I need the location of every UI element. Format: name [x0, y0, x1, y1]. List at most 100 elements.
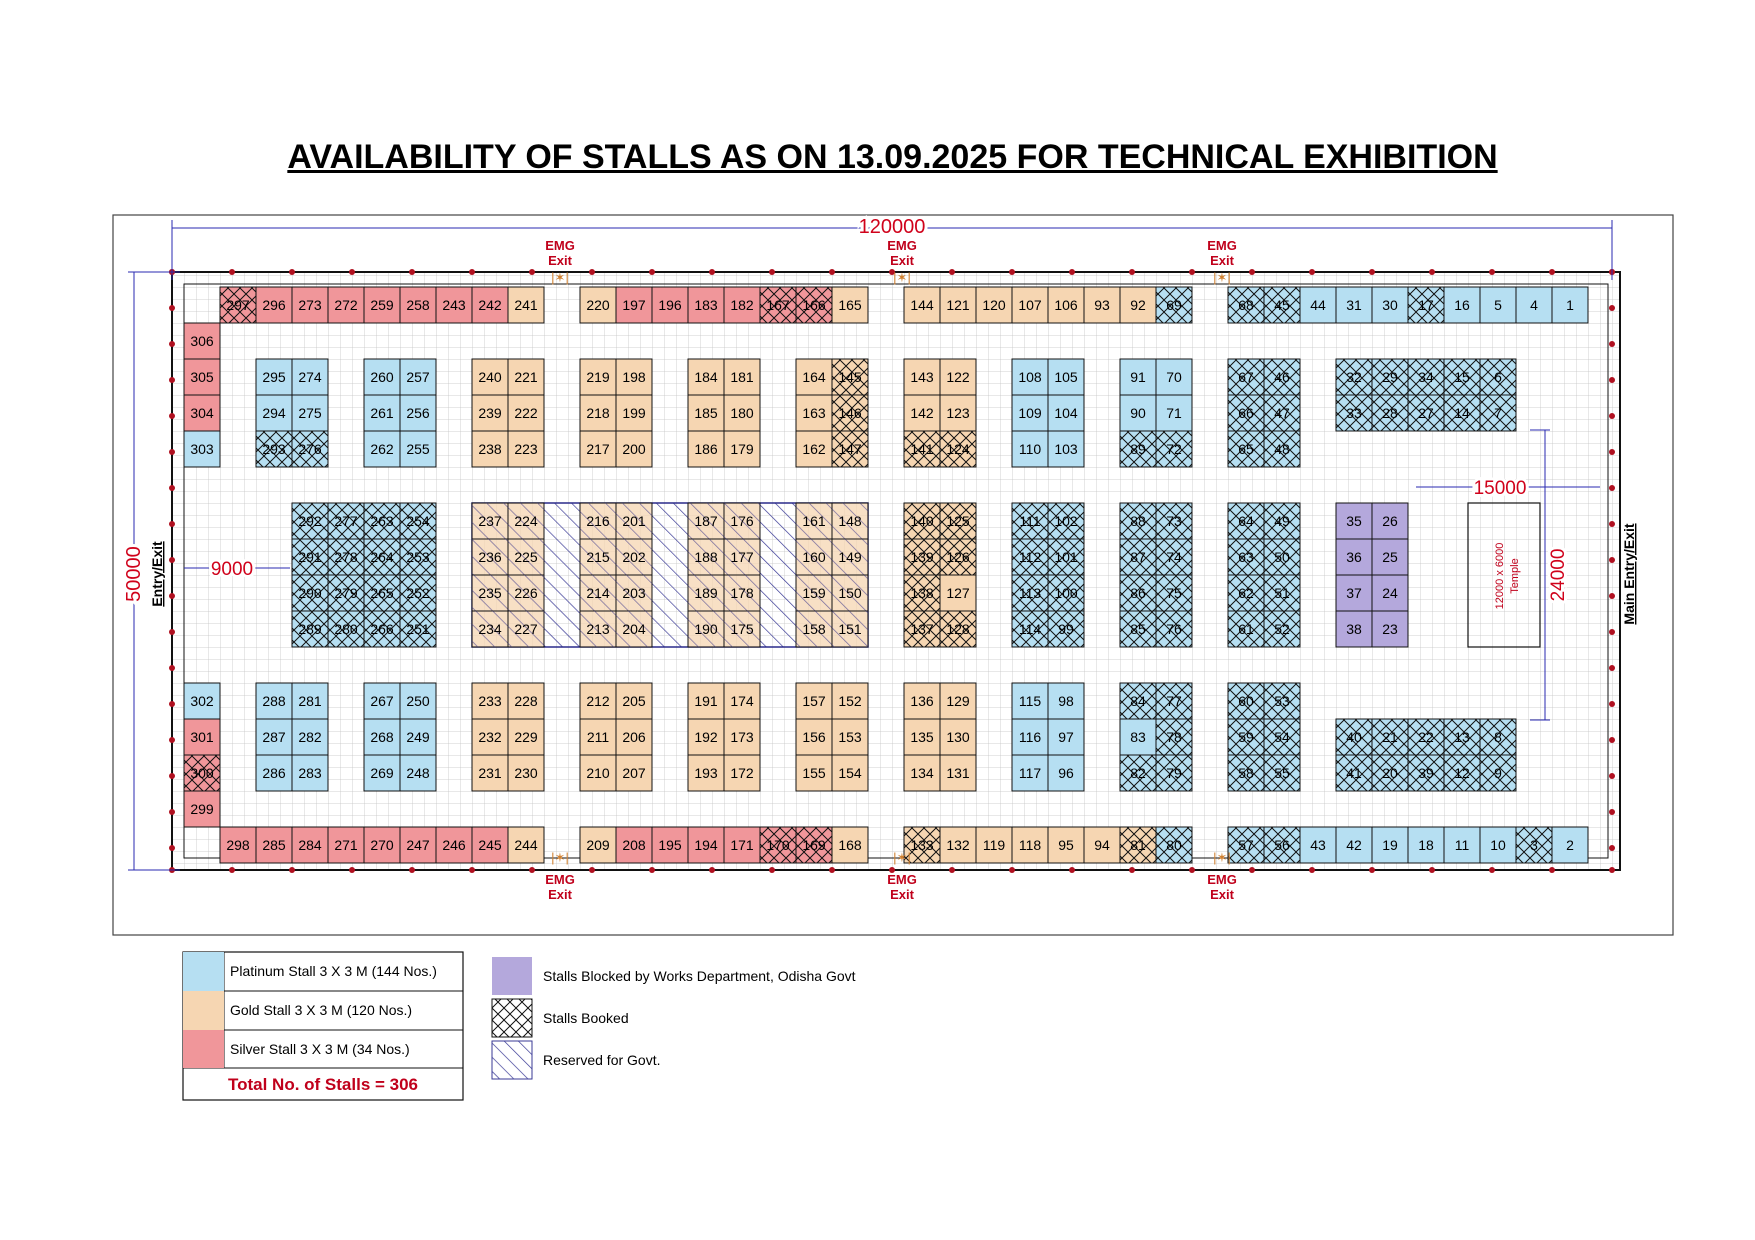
stall-156[interactable]: 156 — [795, 718, 833, 756]
stall-244[interactable]: 244 — [507, 826, 545, 864]
stall-77[interactable]: 77 — [1155, 682, 1193, 720]
stall-238[interactable]: 238 — [471, 430, 509, 468]
stall-241[interactable]: 241 — [507, 286, 545, 324]
stall-152[interactable]: 152 — [831, 682, 869, 720]
stall-298[interactable]: 298 — [219, 826, 257, 864]
stall-253[interactable]: 253 — [399, 538, 437, 576]
stall-219[interactable]: 219 — [579, 358, 617, 396]
stall-82[interactable]: 82 — [1119, 754, 1157, 792]
stall-40[interactable]: 40 — [1335, 718, 1373, 756]
stall-278[interactable]: 278 — [327, 538, 365, 576]
stall-39[interactable]: 39 — [1407, 754, 1445, 792]
stall-224[interactable]: 224 — [507, 502, 545, 540]
stall-74[interactable]: 74 — [1155, 538, 1193, 576]
stall-60[interactable]: 60 — [1227, 682, 1265, 720]
stall-9[interactable]: 9 — [1479, 754, 1517, 792]
stall-167[interactable]: 167 — [759, 286, 797, 324]
stall-199[interactable]: 199 — [615, 394, 653, 432]
stall-110[interactable]: 110 — [1011, 430, 1049, 468]
stall-32[interactable]: 32 — [1335, 358, 1373, 396]
stall-35[interactable]: 35 — [1335, 502, 1373, 540]
stall-200[interactable]: 200 — [615, 430, 653, 468]
stall-86[interactable]: 86 — [1119, 574, 1157, 612]
stall-111[interactable]: 111 — [1011, 502, 1049, 540]
stall-96[interactable]: 96 — [1047, 754, 1085, 792]
stall-84[interactable]: 84 — [1119, 682, 1157, 720]
stall-271[interactable]: 271 — [327, 826, 365, 864]
stall-21[interactable]: 21 — [1371, 718, 1409, 756]
stall-147[interactable]: 147 — [831, 430, 869, 468]
stall-259[interactable]: 259 — [363, 286, 401, 324]
stall-6[interactable]: 6 — [1479, 358, 1517, 396]
stall-161[interactable]: 161 — [795, 502, 833, 540]
stall-118[interactable]: 118 — [1011, 826, 1049, 864]
stall-115[interactable]: 115 — [1011, 682, 1049, 720]
stall-210[interactable]: 210 — [579, 754, 617, 792]
stall-212[interactable]: 212 — [579, 682, 617, 720]
stall-154[interactable]: 154 — [831, 754, 869, 792]
stall-33[interactable]: 33 — [1335, 394, 1373, 432]
stall-214[interactable]: 214 — [579, 574, 617, 612]
stall-280[interactable]: 280 — [327, 610, 365, 648]
stall-18[interactable]: 18 — [1407, 826, 1445, 864]
stall-206[interactable]: 206 — [615, 718, 653, 756]
stall-65[interactable]: 65 — [1227, 430, 1265, 468]
stall-72[interactable]: 72 — [1155, 430, 1193, 468]
stall-148[interactable]: 148 — [831, 502, 869, 540]
stall-275[interactable]: 275 — [291, 394, 329, 432]
stall-226[interactable]: 226 — [507, 574, 545, 612]
stall-181[interactable]: 181 — [723, 358, 761, 396]
stall-22[interactable]: 22 — [1407, 718, 1445, 756]
stall-26[interactable]: 26 — [1371, 502, 1409, 540]
stall-207[interactable]: 207 — [615, 754, 653, 792]
stall-267[interactable]: 267 — [363, 682, 401, 720]
stall-197[interactable]: 197 — [615, 286, 653, 324]
stall-45[interactable]: 45 — [1263, 286, 1301, 324]
stall-194[interactable]: 194 — [687, 826, 725, 864]
stall-61[interactable]: 61 — [1227, 610, 1265, 648]
stall-188[interactable]: 188 — [687, 538, 725, 576]
stall-134[interactable]: 134 — [903, 754, 941, 792]
stall-109[interactable]: 109 — [1011, 394, 1049, 432]
stall-208[interactable]: 208 — [615, 826, 653, 864]
stall-231[interactable]: 231 — [471, 754, 509, 792]
stall-160[interactable]: 160 — [795, 538, 833, 576]
stall-187[interactable]: 187 — [687, 502, 725, 540]
stall-193[interactable]: 193 — [687, 754, 725, 792]
stall-247[interactable]: 247 — [399, 826, 437, 864]
stall-290[interactable]: 290 — [291, 574, 329, 612]
stall-162[interactable]: 162 — [795, 430, 833, 468]
stall-190[interactable]: 190 — [687, 610, 725, 648]
stall-215[interactable]: 215 — [579, 538, 617, 576]
stall-97[interactable]: 97 — [1047, 718, 1085, 756]
stall-19[interactable]: 19 — [1371, 826, 1409, 864]
stall-203[interactable]: 203 — [615, 574, 653, 612]
stall-13[interactable]: 13 — [1443, 718, 1481, 756]
stall-71[interactable]: 71 — [1155, 394, 1193, 432]
stall-120[interactable]: 120 — [975, 286, 1013, 324]
stall-88[interactable]: 88 — [1119, 502, 1157, 540]
stall-143[interactable]: 143 — [903, 358, 941, 396]
stall-81[interactable]: 81 — [1119, 826, 1157, 864]
stall-80[interactable]: 80 — [1155, 826, 1193, 864]
stall-269[interactable]: 269 — [363, 754, 401, 792]
stall-230[interactable]: 230 — [507, 754, 545, 792]
stall-91[interactable]: 91 — [1119, 358, 1157, 396]
stall-166[interactable]: 166 — [795, 286, 833, 324]
stall-85[interactable]: 85 — [1119, 610, 1157, 648]
stall-183[interactable]: 183 — [687, 286, 725, 324]
stall-87[interactable]: 87 — [1119, 538, 1157, 576]
stall-105[interactable]: 105 — [1047, 358, 1085, 396]
stall-67[interactable]: 67 — [1227, 358, 1265, 396]
stall-117[interactable]: 117 — [1011, 754, 1049, 792]
stall-195[interactable]: 195 — [651, 826, 689, 864]
stall-227[interactable]: 227 — [507, 610, 545, 648]
stall-171[interactable]: 171 — [723, 826, 761, 864]
stall-264[interactable]: 264 — [363, 538, 401, 576]
stall-124[interactable]: 124 — [939, 430, 977, 468]
stall-279[interactable]: 279 — [327, 574, 365, 612]
stall-14[interactable]: 14 — [1443, 394, 1481, 432]
